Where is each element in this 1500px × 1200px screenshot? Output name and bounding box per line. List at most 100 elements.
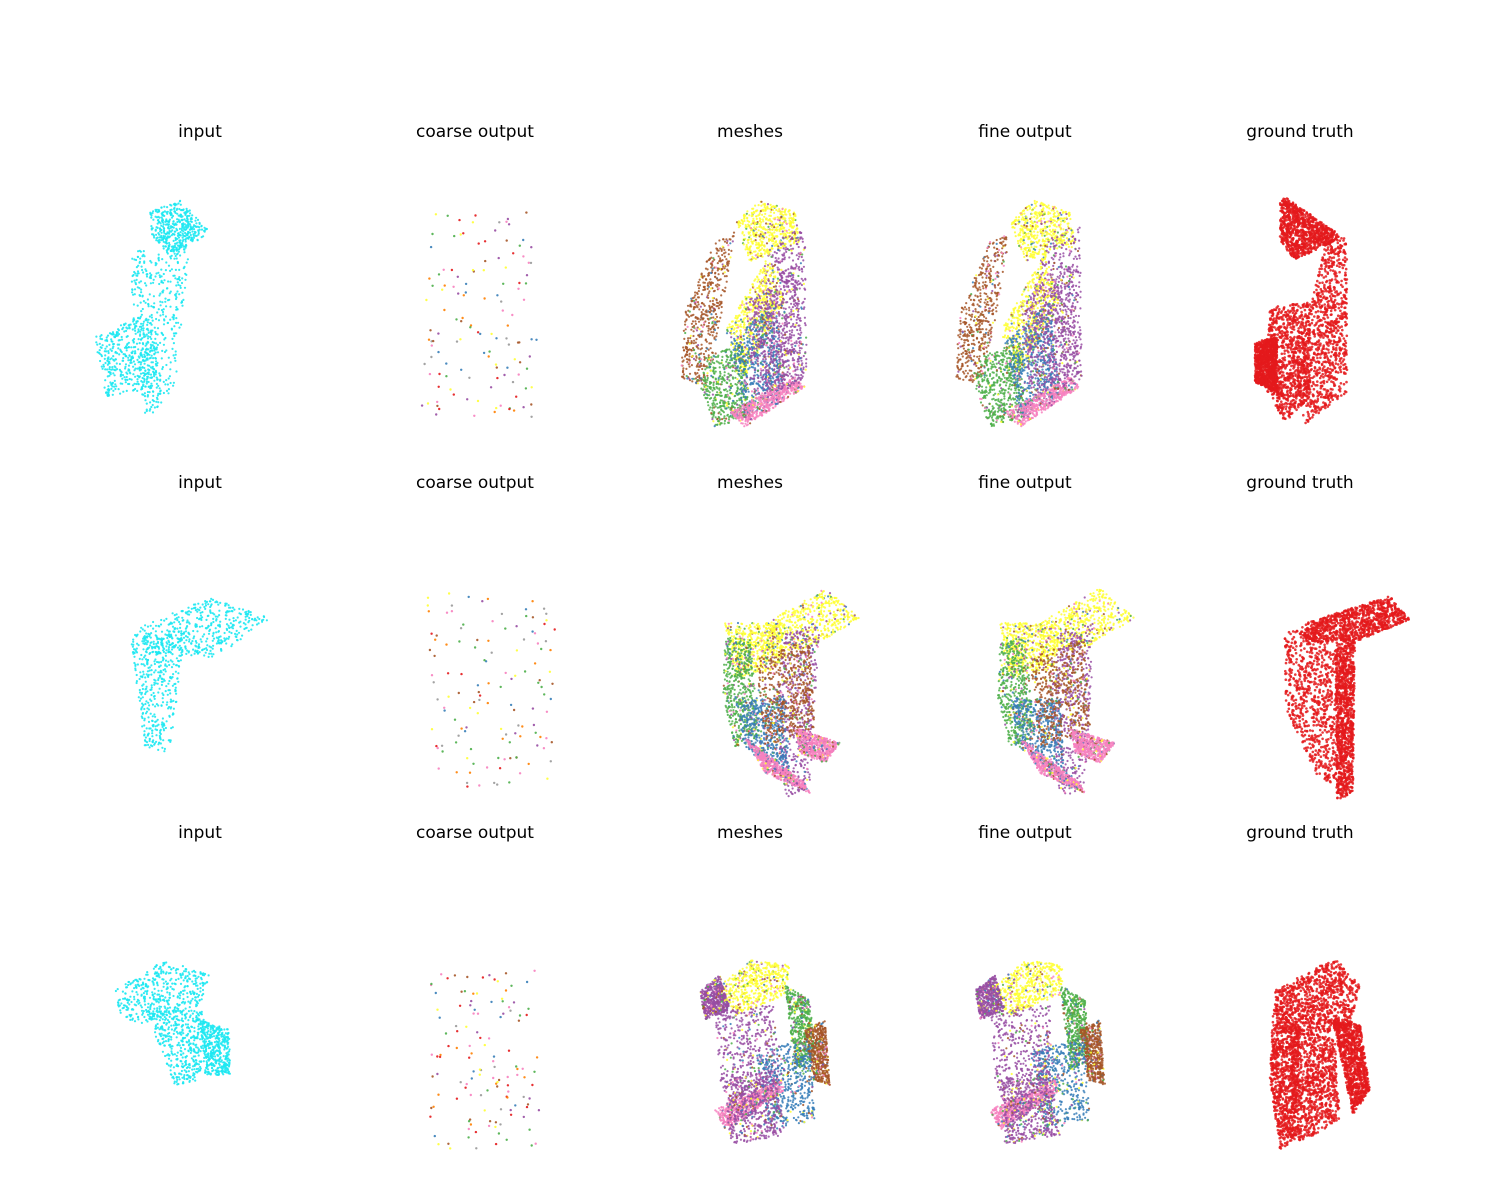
meshes-point xyxy=(801,237,804,240)
meshes-point xyxy=(781,260,784,263)
meshes-point xyxy=(734,339,737,342)
meshes-point xyxy=(797,344,800,347)
meshes-point xyxy=(761,403,764,406)
input-point xyxy=(130,378,133,381)
input-point xyxy=(136,304,139,307)
input-point xyxy=(166,223,169,226)
coarse-point xyxy=(524,282,528,285)
input-point xyxy=(114,350,117,354)
coarse-point xyxy=(462,294,465,297)
meshes-point xyxy=(711,393,714,396)
meshes-point xyxy=(793,366,796,369)
meshes-point xyxy=(746,311,749,314)
meshes-point xyxy=(786,247,789,250)
input-point xyxy=(125,329,128,332)
meshes-point xyxy=(762,383,765,386)
meshes-point xyxy=(771,244,774,247)
meshes-point xyxy=(767,253,770,256)
input-point xyxy=(117,347,120,350)
coarse-point xyxy=(446,214,449,217)
coarse-point xyxy=(524,387,528,390)
input-point xyxy=(157,253,160,256)
meshes-point xyxy=(739,416,742,419)
input-point xyxy=(112,345,115,348)
input-point xyxy=(172,226,175,229)
meshes-point xyxy=(741,309,744,312)
input-point xyxy=(185,207,188,210)
coarse-point xyxy=(503,373,506,377)
meshes-point xyxy=(752,285,755,288)
meshes-point xyxy=(800,359,803,362)
input-point xyxy=(175,321,178,324)
meshes-point xyxy=(742,404,745,407)
meshes-point xyxy=(800,283,803,287)
meshes-point xyxy=(744,237,747,240)
input-point xyxy=(110,382,113,385)
meshes-point xyxy=(779,391,782,394)
meshes-point xyxy=(752,233,755,236)
input-point xyxy=(108,366,111,369)
input-point xyxy=(117,333,121,336)
meshes-point xyxy=(724,407,727,410)
meshes-point xyxy=(720,350,723,353)
meshes-point xyxy=(766,346,770,349)
meshes-point xyxy=(686,377,689,380)
input-point xyxy=(111,366,114,369)
meshes-point xyxy=(741,222,744,225)
meshes-point xyxy=(738,419,741,422)
input-point xyxy=(150,361,153,364)
meshes-point xyxy=(715,335,718,338)
meshes-point xyxy=(743,411,746,414)
meshes-point xyxy=(720,359,724,362)
meshes-point xyxy=(802,282,805,285)
meshes-point xyxy=(708,362,711,365)
meshes-point xyxy=(700,347,704,350)
meshes-point xyxy=(732,410,735,413)
input-point xyxy=(192,225,195,229)
meshes-point xyxy=(716,355,720,358)
meshes-point xyxy=(754,257,757,260)
input-point xyxy=(173,233,176,236)
input-point xyxy=(142,393,145,396)
meshes-point xyxy=(694,322,698,325)
input-point xyxy=(142,322,145,325)
meshes-point xyxy=(744,248,747,251)
meshes-point xyxy=(727,253,730,256)
meshes-point xyxy=(735,323,739,326)
meshes-point xyxy=(755,293,758,296)
meshes-point xyxy=(803,287,806,290)
meshes-point xyxy=(797,355,801,358)
meshes-point xyxy=(803,385,806,388)
meshes-point xyxy=(690,328,693,331)
input-point xyxy=(148,350,152,353)
input-point xyxy=(170,216,174,219)
meshes-point xyxy=(765,278,768,281)
meshes-point xyxy=(757,214,760,217)
coarse-point xyxy=(458,218,461,222)
meshes-point xyxy=(734,321,737,324)
input-point xyxy=(149,343,152,346)
input-point xyxy=(142,271,145,274)
meshes-point xyxy=(739,222,742,225)
meshes-point xyxy=(730,359,734,362)
meshes-point xyxy=(750,229,753,232)
meshes-point xyxy=(780,246,783,249)
input-point xyxy=(164,315,167,318)
meshes-point xyxy=(731,404,734,407)
input-point xyxy=(163,205,166,208)
input-point xyxy=(115,362,118,365)
meshes-point xyxy=(720,380,724,383)
meshes-point xyxy=(777,210,780,213)
meshes-point xyxy=(788,217,791,220)
input-point xyxy=(165,261,168,264)
meshes-point xyxy=(799,237,802,240)
input-point xyxy=(102,363,105,366)
input-point xyxy=(160,275,163,278)
input-point xyxy=(132,346,135,349)
coarse-point xyxy=(428,372,432,376)
meshes-point xyxy=(743,219,746,223)
input-point xyxy=(155,226,158,229)
meshes-point xyxy=(722,400,726,403)
meshes-point xyxy=(751,255,754,258)
coarse-point xyxy=(434,213,438,216)
